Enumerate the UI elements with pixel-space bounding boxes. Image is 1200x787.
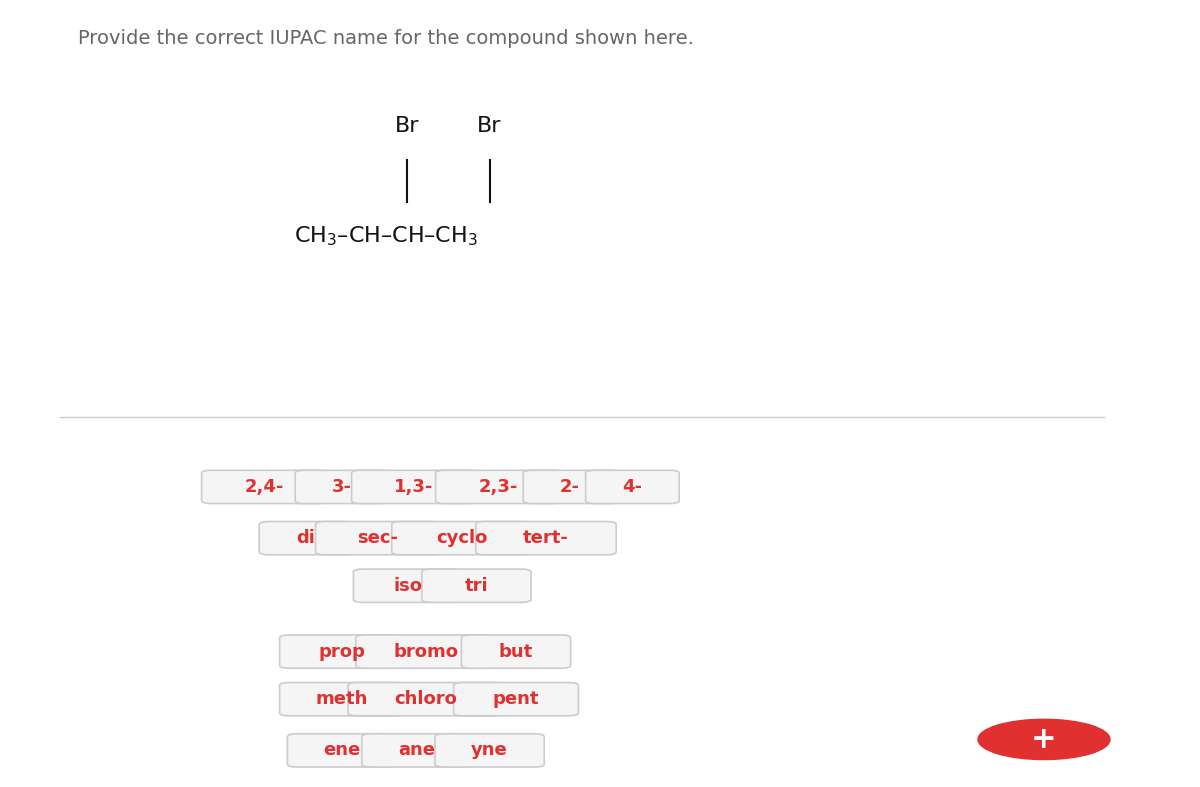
Text: 2,3-: 2,3- xyxy=(479,478,517,496)
Text: Provide the correct IUPAC name for the compound shown here.: Provide the correct IUPAC name for the c… xyxy=(78,29,694,49)
Text: iso: iso xyxy=(394,577,422,595)
FancyBboxPatch shape xyxy=(316,522,440,555)
FancyBboxPatch shape xyxy=(295,471,389,504)
FancyBboxPatch shape xyxy=(391,522,533,555)
FancyBboxPatch shape xyxy=(462,635,571,668)
FancyBboxPatch shape xyxy=(348,682,504,716)
FancyBboxPatch shape xyxy=(354,569,463,602)
Text: bromo: bromo xyxy=(394,643,458,660)
Text: tri: tri xyxy=(464,577,488,595)
FancyBboxPatch shape xyxy=(259,522,353,555)
Text: 4-: 4- xyxy=(623,478,642,496)
FancyBboxPatch shape xyxy=(355,635,497,668)
Text: ane: ane xyxy=(398,741,434,759)
Text: pent: pent xyxy=(493,690,539,708)
FancyBboxPatch shape xyxy=(436,733,545,767)
Text: 3-: 3- xyxy=(332,478,352,496)
Text: chloro: chloro xyxy=(395,690,457,708)
Text: tert-: tert- xyxy=(523,529,569,547)
Text: prop: prop xyxy=(318,643,366,660)
Circle shape xyxy=(978,719,1110,759)
FancyBboxPatch shape xyxy=(422,569,530,602)
Text: 1,3-: 1,3- xyxy=(395,478,433,496)
FancyBboxPatch shape xyxy=(586,471,679,504)
Text: Br: Br xyxy=(395,116,419,136)
FancyBboxPatch shape xyxy=(280,635,404,668)
Text: yne: yne xyxy=(472,741,508,759)
FancyBboxPatch shape xyxy=(280,682,404,716)
FancyBboxPatch shape xyxy=(352,471,476,504)
FancyBboxPatch shape xyxy=(436,471,560,504)
Text: di: di xyxy=(296,529,316,547)
Text: 2,4-: 2,4- xyxy=(245,478,283,496)
Text: ene: ene xyxy=(323,741,361,759)
FancyBboxPatch shape xyxy=(475,522,617,555)
FancyBboxPatch shape xyxy=(523,471,617,504)
FancyBboxPatch shape xyxy=(362,733,470,767)
Text: 2-: 2- xyxy=(560,478,580,496)
Text: cyclo: cyclo xyxy=(437,529,487,547)
FancyBboxPatch shape xyxy=(454,682,578,716)
Text: CH$_3$–CH–CH–CH$_3$: CH$_3$–CH–CH–CH$_3$ xyxy=(294,224,478,248)
Text: meth: meth xyxy=(316,690,368,708)
Text: Br: Br xyxy=(478,116,502,136)
Text: sec-: sec- xyxy=(358,529,398,547)
Text: +: + xyxy=(1031,725,1057,754)
FancyBboxPatch shape xyxy=(202,471,326,504)
Text: but: but xyxy=(499,643,533,660)
FancyBboxPatch shape xyxy=(288,733,396,767)
